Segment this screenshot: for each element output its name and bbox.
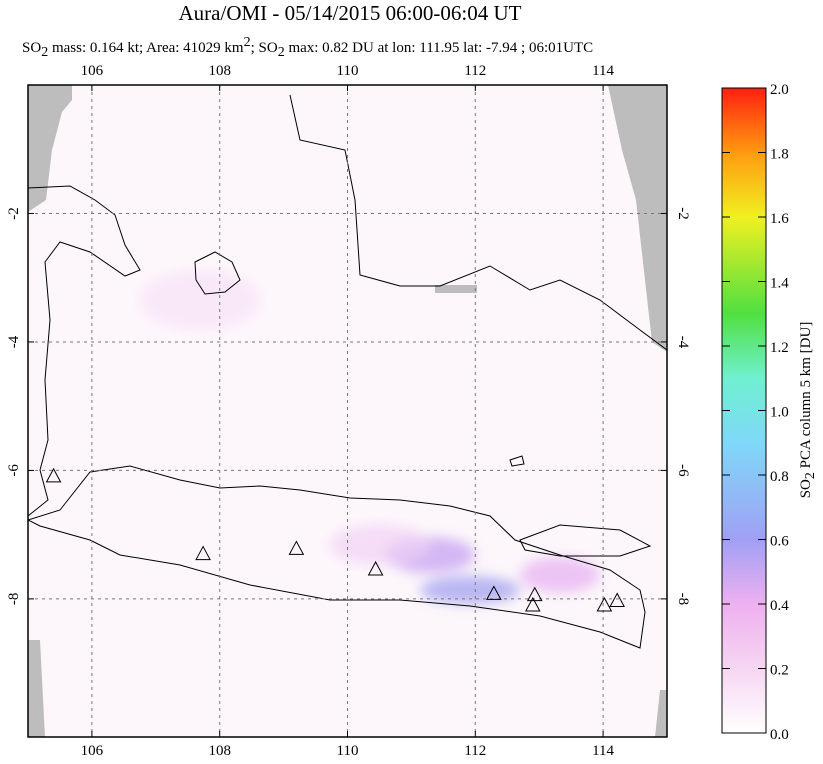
y-tick-label: -4 — [675, 336, 691, 349]
x-tick-label: 114 — [592, 63, 614, 79]
volcano-marker — [45, 467, 62, 483]
title: Aura/OMI - 05/14/2015 06:00-06:04 UT — [179, 1, 522, 25]
colorbar-tick-label: 0.2 — [770, 663, 789, 679]
volcano-marker — [367, 560, 384, 576]
subtitle-part: SO — [22, 40, 41, 56]
y-tick-label: -2 — [6, 207, 22, 220]
colorbar-tick-label: 1.6 — [770, 211, 789, 227]
colorbar-tick-label: 0.4 — [770, 598, 789, 614]
subtitle-part: 2 — [41, 45, 48, 60]
so2-field — [140, 270, 600, 604]
subtitle-part: max: 0.82 DU at lon: 111.95 lat: -7.94 ;… — [285, 40, 593, 56]
colorbar-label-part: SO — [798, 479, 814, 498]
x-tick-label: 110 — [337, 63, 359, 79]
y-tick-label: -4 — [6, 335, 22, 348]
x-tick-label: 112 — [464, 743, 486, 759]
map-background — [28, 85, 667, 737]
no-data — [28, 85, 667, 737]
colorbar-label: SO2 PCA column 5 km [DU] — [798, 322, 818, 499]
x-tick-label: 114 — [592, 743, 614, 759]
colorbar-tick-label: 0.0 — [770, 727, 789, 743]
subtitle-part: 2 — [278, 45, 285, 60]
y-tick-label: -6 — [675, 464, 691, 477]
x-tick-label: 112 — [464, 63, 486, 79]
volcano-marker — [485, 585, 502, 600]
colorbar-tick-label: 1.4 — [770, 276, 789, 292]
y-tick-label: -6 — [6, 464, 22, 477]
colorbar-tick-label: 2.0 — [770, 82, 789, 98]
y-tick-label: -8 — [675, 593, 691, 606]
y-tick-label: -2 — [675, 207, 691, 220]
colorbar-tick-label: 0.8 — [770, 469, 789, 485]
colorbar-label-part: 2 — [803, 472, 818, 479]
volcano-marker — [596, 596, 613, 612]
volcano-marker — [195, 545, 211, 561]
x-tick-label: 106 — [81, 63, 104, 79]
x-tick-label: 108 — [208, 743, 231, 759]
colorbar-tick-label: 1.0 — [770, 405, 789, 421]
coastlines — [28, 94, 667, 649]
x-tick-label: 110 — [337, 743, 359, 759]
x-tick-label: 108 — [208, 63, 231, 79]
colorbar-label-part: PCA column 5 km [DU] — [798, 322, 814, 472]
volcano-marker — [609, 592, 625, 607]
volcano-marker — [288, 540, 305, 555]
colorbar-tick-label: 0.6 — [770, 534, 789, 550]
x-tick-label: 106 — [81, 743, 104, 759]
subtitle: SO2 mass: 0.164 kt; Area: 41029 km2; SO2… — [22, 35, 593, 60]
subtitle-part: mass: 0.164 kt; Area: 41029 km — [48, 40, 244, 56]
colorbar-tick-label: 1.2 — [770, 340, 789, 356]
subtitle-part: 2 — [244, 35, 251, 50]
colorbar-tick-label: 1.8 — [770, 147, 789, 163]
y-tick-label: -8 — [6, 593, 22, 606]
subtitle-part: ; SO — [251, 40, 278, 56]
volcano-marker — [524, 596, 541, 612]
map-area — [28, 85, 667, 737]
